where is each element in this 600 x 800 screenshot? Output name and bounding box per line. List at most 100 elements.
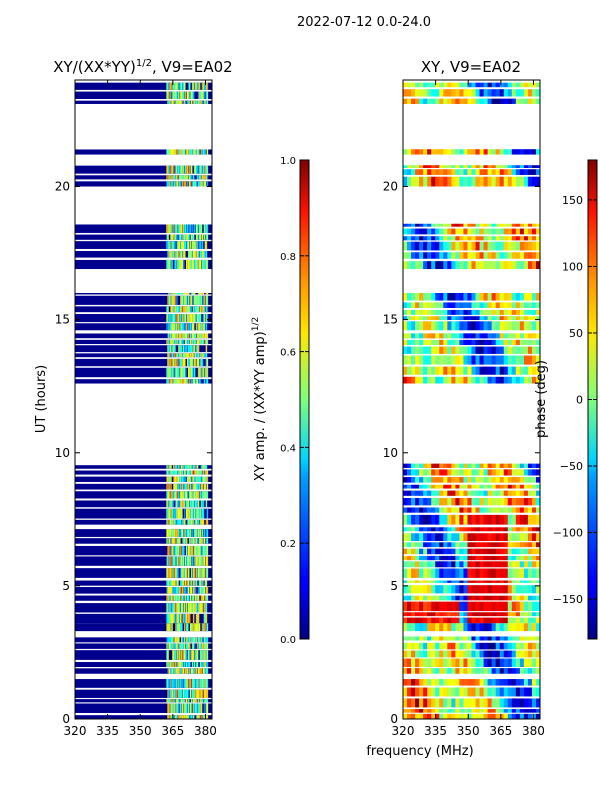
heatmap-cell xyxy=(175,234,177,240)
heatmap-cell xyxy=(495,241,501,251)
heatmap-cell xyxy=(403,293,408,301)
heatmap-cell xyxy=(167,470,169,475)
heatmap-cell xyxy=(463,176,468,187)
heatmap-cell xyxy=(186,595,188,601)
heatmap-cell xyxy=(175,679,177,688)
heatmap-cell xyxy=(403,176,408,187)
heatmap-cell xyxy=(435,228,440,235)
heatmap-cell xyxy=(427,679,432,686)
heatmap-cell xyxy=(523,533,529,542)
heatmap-cell xyxy=(519,293,525,301)
heatmap-cell xyxy=(443,713,448,719)
heatmap-cell xyxy=(186,529,188,537)
heatmap-cell xyxy=(177,333,179,339)
heatmap-cell xyxy=(203,699,206,703)
heatmap-cell xyxy=(427,149,432,155)
heatmap-cell xyxy=(535,601,540,612)
heatmap-cell xyxy=(415,376,420,384)
heatmap-cell xyxy=(199,637,202,643)
heatmap-cell xyxy=(167,379,169,384)
heatmap-cell xyxy=(479,165,485,168)
heatmap-cell xyxy=(180,181,182,187)
heatmap-cell xyxy=(195,679,198,688)
heatmap-cell xyxy=(184,679,186,688)
heatmap-cell xyxy=(455,679,460,686)
heatmap-cell xyxy=(177,234,179,240)
heatmap-cell xyxy=(181,306,183,313)
heatmap-cell xyxy=(451,293,456,301)
heatmap-cell xyxy=(499,223,505,227)
heatmap-cell xyxy=(463,514,468,525)
heatmap-cell xyxy=(507,498,513,506)
heatmap-cell xyxy=(515,228,521,235)
heatmap-cell xyxy=(173,293,175,295)
heatmap-cell xyxy=(205,715,208,719)
heatmap-cell xyxy=(499,498,505,506)
heatmap-cell xyxy=(175,643,177,649)
heatmap-cell xyxy=(206,679,209,688)
heatmap-cell xyxy=(186,100,189,104)
heatmap-cell xyxy=(523,333,529,339)
heatmap-cell xyxy=(168,715,170,719)
heatmap-cell xyxy=(471,668,477,674)
heatmap-cell xyxy=(205,259,208,270)
heatmap-cell xyxy=(447,595,452,601)
heatmap-cell xyxy=(189,465,192,469)
heatmap-cell xyxy=(419,555,424,561)
heatmap-cell xyxy=(475,542,481,548)
heatmap-cell xyxy=(427,484,432,489)
heatmap-cell xyxy=(491,339,497,346)
heatmap-cell xyxy=(166,519,168,525)
heatmap-cell xyxy=(471,617,477,624)
heatmap-cell xyxy=(187,650,190,660)
heatmap-cell xyxy=(193,662,196,668)
heatmap-row xyxy=(75,259,212,270)
heatmap-cell xyxy=(463,713,468,719)
heatmap-cell xyxy=(167,587,169,594)
heatmap-cell xyxy=(443,668,448,674)
heatmap-cell xyxy=(191,470,194,475)
heatmap-cell xyxy=(487,561,493,568)
heatmap-cell xyxy=(196,556,199,566)
heatmap-cell xyxy=(415,169,420,175)
heatmap-cell xyxy=(527,679,533,686)
heatmap-cell xyxy=(499,376,505,384)
heatmap-cell xyxy=(523,617,529,624)
heatmap-cell xyxy=(431,642,436,650)
heatmap-cell xyxy=(487,376,493,384)
heatmap-cell xyxy=(407,709,412,713)
heatmap-cell xyxy=(483,236,489,241)
heatmap-cell xyxy=(423,316,428,320)
heatmap-cell xyxy=(172,82,174,90)
heatmap-cell xyxy=(463,601,468,612)
heatmap-cell xyxy=(186,91,189,99)
heatmap-cell xyxy=(175,500,177,508)
heatmap-cell xyxy=(194,250,197,258)
heatmap-cell xyxy=(451,498,456,506)
heatmap-cell xyxy=(459,316,464,320)
heatmap-cell xyxy=(194,491,197,499)
heatmap-cell xyxy=(184,587,186,594)
heatmap-cell xyxy=(198,715,201,719)
heatmap-cell xyxy=(204,165,207,174)
heatmap-cell xyxy=(423,252,428,259)
heatmap-row xyxy=(75,483,212,490)
heatmap-cell xyxy=(176,538,178,544)
heatmap-cell xyxy=(471,176,477,187)
heatmap-cell xyxy=(188,367,191,378)
heatmap-cell xyxy=(174,556,176,566)
heatmap-cell xyxy=(491,713,497,719)
heatmap-cell xyxy=(167,556,169,566)
y-tick-label: 5 xyxy=(62,579,70,593)
heatmap-cell xyxy=(511,623,517,632)
heatmap-cell xyxy=(527,650,533,658)
heatmap-cell xyxy=(467,601,472,612)
heatmap-cell xyxy=(431,561,436,568)
heatmap-cell xyxy=(200,323,203,331)
heatmap-cell xyxy=(411,668,416,674)
heatmap-cell xyxy=(184,345,186,353)
heatmap-cell xyxy=(451,533,456,542)
heatmap-cell xyxy=(182,91,184,99)
heatmap-cell xyxy=(447,176,452,187)
heatmap-cell xyxy=(495,169,501,175)
